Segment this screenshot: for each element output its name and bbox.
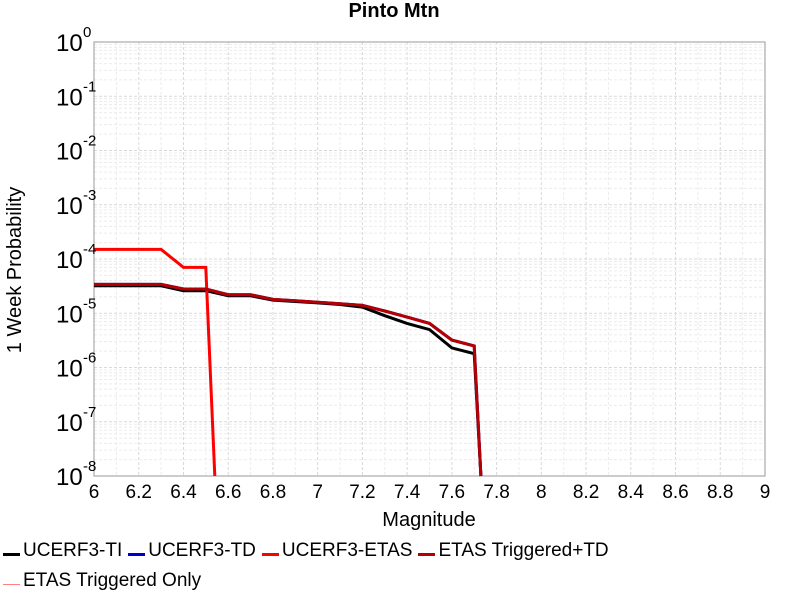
- legend-row-1: UCERF3-TI UCERF3-TD UCERF3-ETAS ETAS Tri…: [0, 536, 612, 566]
- y-tick-exponent: -4: [83, 241, 96, 258]
- legend-swatch-etas-triggered-td: [418, 552, 436, 556]
- legend-label-ucerf3-etas: UCERF3-ETAS: [281, 540, 413, 561]
- x-tick-label: 6.2: [126, 482, 152, 503]
- x-tick-label: 6.8: [260, 482, 286, 503]
- x-tick-label: 7.2: [349, 482, 375, 503]
- x-tick-label: 8.2: [573, 482, 599, 503]
- x-tick-label: 7.6: [439, 482, 465, 503]
- x-tick-label: 6.6: [215, 482, 241, 503]
- legend-label-etas-triggered-td: ETAS Triggered+TD: [438, 540, 609, 561]
- y-tick-exponent: -7: [83, 404, 96, 421]
- x-tick-label: 6.4: [170, 482, 197, 503]
- y-tick-base: 10: [56, 139, 83, 166]
- legend-row-2: ETAS Triggered Only: [0, 566, 204, 596]
- legend: UCERF3-TI UCERF3-TD UCERF3-ETAS ETAS Tri…: [0, 536, 800, 600]
- x-tick-label: 9: [760, 482, 771, 503]
- legend-item-ucerf3-etas: UCERF3-ETAS: [259, 540, 413, 562]
- legend-swatch-ucerf3-etas: [261, 552, 279, 556]
- legend-item-etas-triggered-only: ETAS Triggered Only: [0, 570, 201, 592]
- y-tick-label: 10 -2: [56, 133, 96, 166]
- series-line-ucerf3-etas: [94, 247, 217, 477]
- y-tick-label: 10 -5: [56, 295, 96, 328]
- x-axis-label: Magnitude: [382, 509, 475, 531]
- series-layer: [94, 247, 483, 477]
- y-tick-exponent: -3: [83, 187, 96, 204]
- y-tick-exponent: 0: [83, 24, 91, 41]
- y-tick-label: 10 -1: [56, 78, 96, 111]
- series-line-ucerf3-ti: [94, 284, 483, 477]
- x-axis-ticks: 6 6.2 6.4 6.6 6.8 7 7.2 7.4 7.6 7.8 8 8.2 8.4 8.6 8.8 9: [89, 482, 771, 503]
- y-tick-exponent: -1: [83, 78, 96, 95]
- y-tick-label: 10 -4: [56, 241, 96, 274]
- chart-grid: [93, 42, 766, 477]
- plot-area-frame: [93, 41, 766, 477]
- x-tick-label: 7.4: [394, 482, 421, 503]
- legend-item-ucerf3-td: UCERF3-TD: [125, 540, 256, 562]
- x-tick-label: 7.8: [483, 482, 509, 503]
- y-tick-label: 10 -7: [56, 404, 96, 437]
- y-tick-label: 10 -8: [56, 458, 96, 491]
- y-tick-base: 10: [56, 301, 83, 328]
- series-line-ucerf3-td: [94, 282, 483, 477]
- y-tick-exponent: -2: [83, 133, 96, 150]
- y-tick-exponent: -5: [83, 295, 96, 312]
- y-tick-base: 10: [56, 193, 83, 220]
- y-tick-label: 10 0: [56, 24, 91, 57]
- y-tick-label: 10 -6: [56, 350, 96, 383]
- y-axis-label: 1 Week Probability: [4, 187, 26, 353]
- legend-label-etas-triggered-only: ETAS Triggered Only: [23, 570, 202, 591]
- series-line-etas-triggered-td: [94, 282, 483, 477]
- y-tick-exponent: -6: [83, 350, 96, 367]
- y-tick-base: 10: [56, 84, 83, 111]
- x-tick-label: 6: [89, 482, 100, 503]
- legend-label-ucerf3-ti: UCERF3-TI: [23, 540, 123, 561]
- chart-title: Pinto Mtn: [348, 0, 439, 22]
- chart: 6 6.2 6.4 6.6 6.8 7 7.2 7.4 7.6 7.8 8 8.2 8.4 8.6 8.8 9…: [4, 0, 771, 531]
- y-tick-base: 10: [56, 356, 83, 383]
- legend-swatch-etas-triggered-only: [3, 583, 20, 585]
- x-tick-label: 8.6: [662, 482, 688, 503]
- x-tick-label: 8: [536, 482, 547, 503]
- y-tick-base: 10: [56, 30, 83, 57]
- legend-item-ucerf3-ti: UCERF3-TI: [0, 540, 122, 562]
- legend-swatch-ucerf3-td: [128, 552, 146, 556]
- y-tick-base: 10: [56, 247, 83, 274]
- y-tick-base: 10: [56, 410, 83, 437]
- y-tick-exponent: -8: [83, 458, 96, 475]
- legend-item-etas-triggered-td: ETAS Triggered+TD: [415, 540, 609, 562]
- x-tick-label: 7: [312, 482, 323, 503]
- legend-label-ucerf3-td: UCERF3-TD: [148, 540, 256, 561]
- x-tick-label: 8.4: [618, 482, 645, 503]
- x-tick-label: 8.8: [707, 482, 733, 503]
- y-tick-base: 10: [56, 464, 83, 491]
- y-tick-label: 10 -3: [56, 187, 96, 220]
- legend-swatch-ucerf3-ti: [3, 552, 20, 556]
